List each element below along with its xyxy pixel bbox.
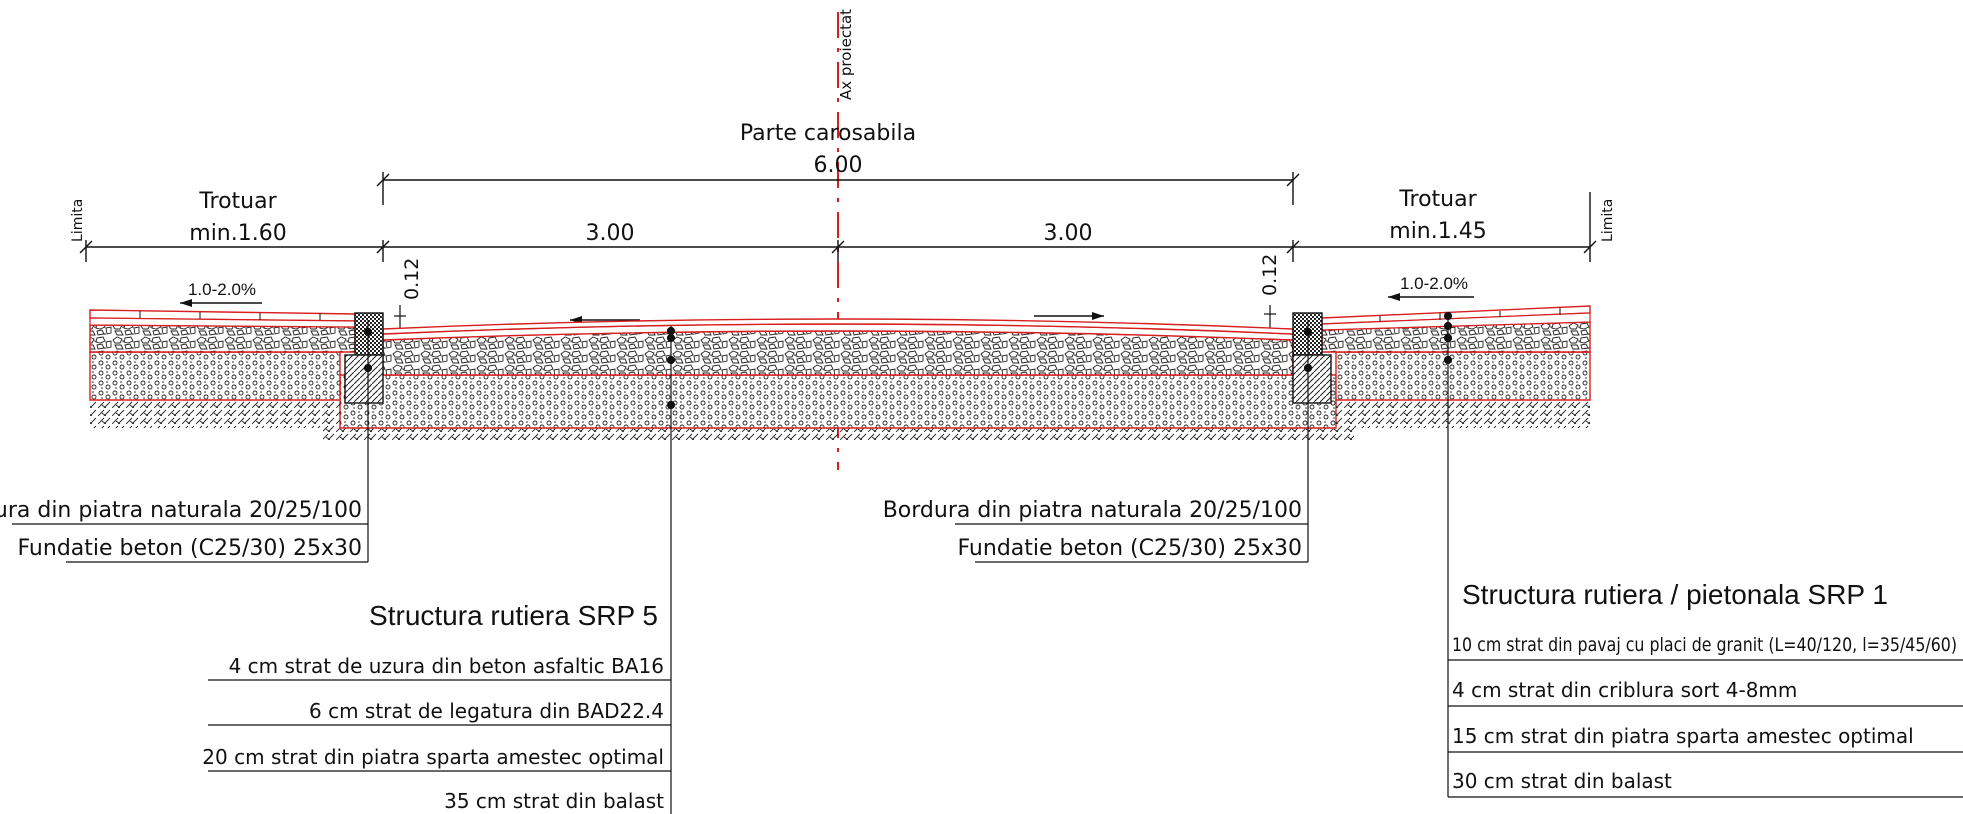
direction-arrow-right (1034, 312, 1104, 320)
srp1-leader (1443, 311, 1963, 798)
dimension-main (79, 192, 1597, 262)
sidewalk-left-label: Trotuar (198, 189, 277, 214)
left-sidewalk-soil (90, 400, 340, 428)
srp5-title: Structura rutiera SRP 5 (369, 600, 658, 631)
srp5-layer-4: 35 cm strat din balast (444, 789, 664, 813)
left-curb-label: Bordura din piatra naturala 20/25/100 (0, 498, 362, 523)
left-foundation-label: Fundatie beton (C25/30) 25x30 (17, 536, 362, 561)
curb-offset-right: 0.12 (1259, 254, 1281, 296)
srp1-layer-2: 4 cm strat din criblura sort 4-8mm (1452, 678, 1797, 702)
curb-offset-left: 0.12 (401, 258, 423, 300)
sidewalk-left-width: min.1.60 (189, 221, 286, 246)
left-curb-leader (12, 320, 373, 563)
sidewalk-right-label: Trotuar (1398, 187, 1477, 212)
slope-right-arrow (1388, 293, 1474, 301)
srp1-title: Structura rutiera / pietonala SRP 1 (1462, 579, 1888, 610)
srp5-layer-2: 6 cm strat de legatura din BAD22.4 (309, 699, 664, 723)
sidewalk-right-width: min.1.45 (1389, 219, 1486, 244)
srp5-leader (208, 326, 676, 814)
left-curb-foundation (344, 354, 384, 404)
left-paving-joints (139, 311, 321, 320)
left-sidewalk-ballast (89, 351, 341, 401)
srp1-layer-1: 10 cm strat din pavaj cu placi de granit… (1452, 634, 1957, 656)
right-paving-joints (1379, 308, 1561, 322)
right-curb-leader (955, 320, 1313, 563)
slope-left-label: 1.0-2.0% (188, 280, 256, 299)
srp5-layer-3: 20 cm strat din piatra sparta amestec op… (202, 745, 664, 769)
right-sidewalk-soil (1336, 400, 1590, 428)
srp1-layer-3: 15 cm strat din piatra sparta amestec op… (1452, 724, 1914, 748)
lane-left-width: 3.00 (586, 221, 635, 246)
srp5-crushed-stone-layer (382, 330, 1294, 376)
dimension-6m (376, 172, 1300, 205)
carriageway-width: 6.00 (814, 153, 863, 178)
right-foundation-label: Fundatie beton (C25/30) 25x30 (957, 536, 1302, 561)
slope-right-label: 1.0-2.0% (1400, 274, 1468, 293)
srp5-layer-1: 4 cm strat de uzura din beton asfaltic B… (229, 654, 664, 678)
slope-left-arrow (180, 299, 262, 307)
right-curb-label: Bordura din piatra naturala 20/25/100 (883, 498, 1302, 523)
limit-right-label: Limita (1600, 199, 1616, 242)
subgrade-soil (323, 428, 1354, 440)
right-sidewalk-ballast (1335, 351, 1591, 401)
left-sidewalk-stone (89, 324, 356, 353)
right-curb-foundation (1292, 354, 1332, 404)
srp1-layer-4: 30 cm strat din balast (1452, 769, 1672, 793)
axis-label: Ax proiectat (837, 9, 855, 100)
lane-right-width: 3.00 (1044, 221, 1093, 246)
limit-left-label: Limita (70, 199, 86, 242)
carriageway-label: Parte carosabila (740, 121, 916, 146)
srp5-ballast-layer (339, 374, 1337, 429)
